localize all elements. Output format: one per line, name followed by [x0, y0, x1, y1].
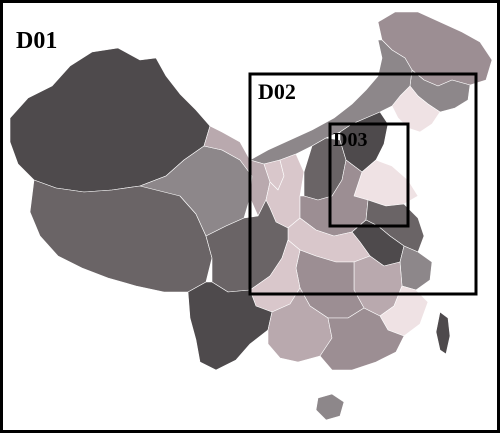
d01-label: D01 [16, 28, 57, 54]
region-zhejiang [399, 245, 433, 291]
china-provinces [9, 11, 493, 421]
d03-frame [328, 122, 410, 228]
region-liaoning [391, 85, 441, 133]
d02-frame [248, 72, 478, 296]
region-guangdong [319, 307, 405, 371]
region-taiwan [435, 311, 451, 355]
d03-label: D03 [333, 129, 367, 151]
region-tibet [29, 175, 213, 293]
region-hainan [315, 393, 345, 421]
region-hebei [339, 111, 389, 173]
d02-label: D02 [258, 79, 296, 104]
